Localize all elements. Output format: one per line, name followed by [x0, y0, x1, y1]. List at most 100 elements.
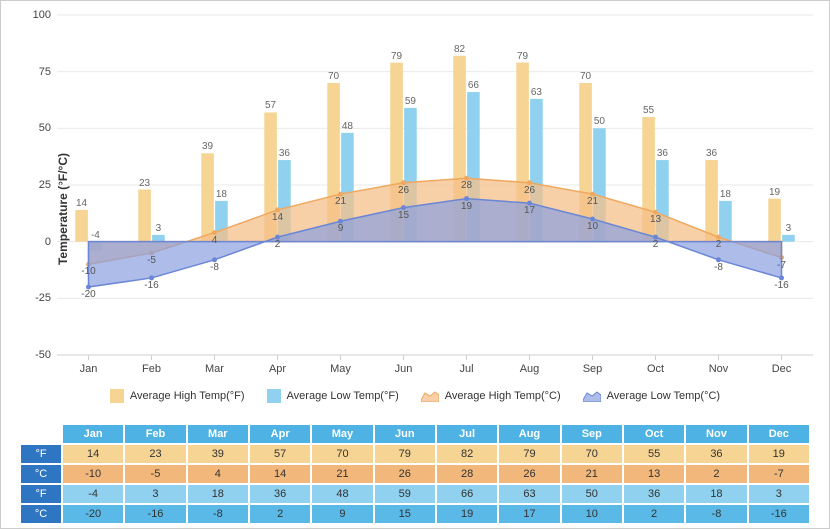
legend-item: Average High Temp(°F) [110, 389, 245, 403]
bar-value-label: 19 [769, 187, 780, 199]
table-cell: -16 [748, 504, 810, 524]
bar-value-label: 59 [405, 96, 416, 108]
table-cell: 70 [561, 444, 623, 464]
area-point-label: 19 [461, 202, 472, 212]
table-cell: 4 [187, 464, 249, 484]
table-cell: 36 [249, 484, 311, 504]
table-cell: 9 [311, 504, 373, 524]
bar-value-label: 39 [202, 141, 213, 153]
table-column-header: Apr [249, 424, 311, 444]
table-cell: 21 [561, 464, 623, 484]
table-row-header: °C [20, 504, 62, 524]
table-cell: 15 [374, 504, 436, 524]
area-point-label: -8 [210, 263, 219, 273]
table-cell: 13 [623, 464, 685, 484]
table-cell: 36 [623, 484, 685, 504]
table-cell: 39 [187, 444, 249, 464]
table-row: °C-20-16-829151917102-8-16 [20, 504, 810, 524]
table-cell: 26 [374, 464, 436, 484]
table-cell: 50 [561, 484, 623, 504]
table-cell: 55 [623, 444, 685, 464]
table-column-header: Oct [623, 424, 685, 444]
legend-item: Average Low Temp(°F) [267, 389, 399, 403]
table-row: °F-431836485966635036183 [20, 484, 810, 504]
bar-value-label: 48 [342, 121, 353, 133]
y-tick-label: 0 [27, 236, 57, 248]
table-cell: 28 [436, 464, 498, 484]
area-point-label: 15 [398, 211, 409, 221]
bar-value-label: 23 [139, 178, 150, 190]
table-cell: -7 [748, 464, 810, 484]
table-column-header: Dec [748, 424, 810, 444]
area-point-label: 28 [461, 181, 472, 191]
table-cell: -4 [62, 484, 124, 504]
bar-value-label: 14 [76, 198, 87, 210]
table-row: °F142339577079827970553619 [20, 444, 810, 464]
area-point-label: 26 [398, 186, 409, 196]
bar-value-label: 70 [328, 71, 339, 83]
x-tick-label: Sep [583, 355, 603, 375]
y-tick-label: -25 [27, 292, 57, 304]
legend-swatch [267, 389, 281, 403]
x-tick-label: Jan [80, 355, 98, 375]
x-tick-label: Jun [395, 355, 413, 375]
area-point-label: 4 [212, 236, 218, 246]
table-cell: 2 [623, 504, 685, 524]
table-header-row: JanFebMarAprMayJunJulAugSepOctNovDec [20, 424, 810, 444]
table-cell: 21 [311, 464, 373, 484]
table-cell: 19 [436, 504, 498, 524]
area-point-label: -10 [81, 267, 95, 277]
table-cell: 2 [685, 464, 747, 484]
bar-value-label: 79 [391, 51, 402, 63]
bar-value-label: 63 [531, 87, 542, 99]
table-cell: 23 [124, 444, 186, 464]
area-point-label: 26 [524, 186, 535, 196]
table-column-header: Jul [436, 424, 498, 444]
chart-area: Temperature (°F/°C) -50-250255075100JanF… [1, 1, 829, 416]
x-tick-label: Nov [709, 355, 729, 375]
table-column-header: Feb [124, 424, 186, 444]
table-cell: 18 [685, 484, 747, 504]
bar-value-label: 57 [265, 100, 276, 112]
table-column-header: Aug [498, 424, 560, 444]
table-cell: 57 [249, 444, 311, 464]
table-cell: 59 [374, 484, 436, 504]
table-cell: -8 [685, 504, 747, 524]
bar-value-label: 50 [594, 116, 605, 128]
area-point-label: 21 [335, 197, 346, 207]
table-cell: -10 [62, 464, 124, 484]
bar-value-label: 18 [720, 189, 731, 201]
legend: Average High Temp(°F) Average Low Temp(°F… [1, 389, 829, 403]
area-point-label: -8 [714, 263, 723, 273]
table-cell: 17 [498, 504, 560, 524]
table-column-header: Jan [62, 424, 124, 444]
table-cell: 14 [249, 464, 311, 484]
plot-area: -50-250255075100JanFebMarAprMayJunJulAug… [57, 15, 813, 355]
table-column-header: Jun [374, 424, 436, 444]
bar-value-label: 70 [580, 71, 591, 83]
y-tick-label: 100 [27, 9, 57, 21]
legend-swatch [110, 389, 124, 403]
area-point-label: 14 [272, 213, 283, 223]
table-cell: 3 [748, 484, 810, 504]
table-cell: -16 [124, 504, 186, 524]
bar-value-label: 3 [156, 223, 162, 235]
data-table: JanFebMarAprMayJunJulAugSepOctNovDec°F14… [19, 423, 811, 525]
table-cell: 10 [561, 504, 623, 524]
x-tick-label: May [330, 355, 351, 375]
legend-label: Average Low Temp(°C) [607, 390, 720, 402]
bar-value-label: 82 [454, 44, 465, 56]
data-table-wrap: JanFebMarAprMayJunJulAugSepOctNovDec°F14… [19, 423, 811, 525]
bar-value-label: 55 [643, 105, 654, 117]
legend-label: Average High Temp(°C) [445, 390, 561, 402]
table-cell: 66 [436, 484, 498, 504]
table-cell: 18 [187, 484, 249, 504]
x-tick-label: Aug [520, 355, 540, 375]
x-tick-label: Mar [205, 355, 224, 375]
table-cell: 19 [748, 444, 810, 464]
y-tick-label: -50 [27, 349, 57, 361]
table-cell: -5 [124, 464, 186, 484]
table-column-header: Sep [561, 424, 623, 444]
area-point-label: -5 [147, 256, 156, 266]
area-point-label: -20 [81, 290, 95, 300]
